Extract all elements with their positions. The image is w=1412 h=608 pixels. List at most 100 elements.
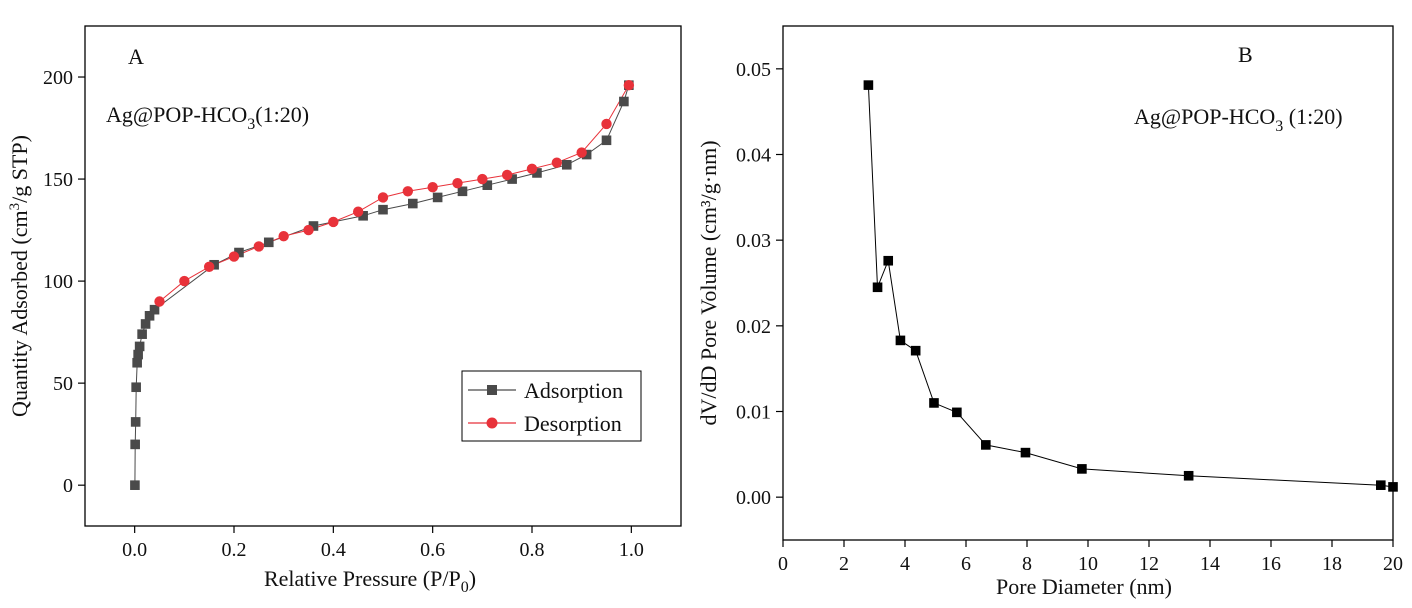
panel-a-annotation: Ag@POP-HCO3(1:20) [106,102,309,133]
panel-a-series-1-point [551,157,563,168]
panel-a-x-ticks: 0.0 0.2 0.4 0.6 0.8 1.0 [122,526,644,561]
panel-a-series-0-point [601,135,612,146]
panel-a-y-tick-label: 0 [63,475,73,497]
panel-b-x-ticks: 0 2 4 6 8 10 12 14 16 18 20 [778,540,1403,575]
panel-a-series-0-point [130,480,140,490]
panel-a-series-1-point [402,186,414,197]
panel-a-series-0-point [144,310,155,321]
panel-a-series-0-point [263,237,274,248]
panel-a-series-0-point [149,304,160,315]
panel-b-series-0-point [883,255,894,266]
panel-b-series [863,80,1398,492]
panel-a-series-1-point [377,192,389,203]
panel-a-series-1-point [328,216,339,228]
panel-b-series-0-point [1020,447,1031,458]
panel-a-series-1-point [576,147,587,158]
panel-b-x-axis-title: Pore Diameter (nm) [996,574,1172,599]
panel-b-y-tick-label: 0.01 [736,402,771,424]
panel-b-series-0-point [895,335,906,346]
panel-b-x-tick-label: 14 [1200,553,1220,575]
panel-b-series-0-point [1376,480,1386,490]
panel-b-x-tick-label: 20 [1383,553,1403,575]
panel-a-series-0-point [140,319,151,329]
panel-a-series-1-point [303,224,314,236]
panel-a-series-0-point [308,221,319,231]
panel-a-series-1-point [623,79,635,91]
panel-a-x-tick-label: 0.2 [222,539,247,561]
panel-a-letter: A [128,44,144,69]
panel-a-series-0-point [131,382,141,393]
panel-b-letter: B [1238,42,1253,67]
panel-b-x-tick-label: 18 [1322,553,1342,575]
panel-a-series-1-point [352,206,364,217]
panel-b-x-tick-label: 6 [961,553,971,575]
panel-b-x-tick-label: 2 [839,553,849,575]
panel-b-series-0-line [867,85,1394,488]
panel-a-series-0-point [378,204,388,215]
panel-a-y-tick-label: 50 [53,373,73,395]
panel-b-y-tick-label: 0.05 [736,59,771,81]
panel-a-y-ticks: 0 50 100 150 200 [43,67,85,497]
panel-b-series-0-point [1388,482,1398,492]
panel-a-x-tick-label: 0.6 [420,539,445,561]
panel-a-series-0-point [358,210,368,221]
panel-b-y-axis-title: dV/dD Pore Volume (cm³/g·nm) [696,140,721,425]
legend-box [461,370,642,442]
panel-a-series-0-point [432,192,443,203]
panel-a-series-1-point [154,296,165,307]
panel-b-y-tick-label: 0.04 [736,145,771,167]
panel-a-series-0-point [457,186,468,197]
panel-a-series-1-point [601,118,612,130]
panel-b-x-tick-label: 10 [1078,553,1098,575]
panel-a-series-0-point [209,259,219,270]
panel-b-series-0-point [910,345,921,356]
panel-a-y-tick-label: 200 [43,67,73,89]
legend-adsorption-marker [487,385,497,395]
panel-b-series-0-point [1183,470,1194,481]
panel-b-x-tick-label: 0 [778,553,788,575]
panel-a-y-tick-label: 100 [43,271,73,293]
panel-b-annotation: Ag@POP-HCO3 (1:20) [1134,104,1343,135]
panel-a-series-1-point [501,169,513,181]
panel-b-y-tick-label: 0.02 [736,316,771,338]
panel-a-series-0-point [137,329,147,339]
panel-a-series-0-point [482,180,493,190]
panel-b-x-tick-label: 12 [1139,553,1159,575]
panel-a-series-0-point [134,341,145,352]
panel-a-y-tick-label: 150 [43,169,73,191]
panel-a-x-tick-label: 0.4 [321,539,346,561]
panel-a-series-0-point [234,247,244,258]
panel-a-series [130,79,635,490]
panel-a-series-0-point [130,439,140,450]
panel-a-x-axis-title: Relative Pressure (P/P0) [264,566,476,596]
panel-a-series-0-point [532,168,542,178]
panel-a-series-1-point [179,275,190,287]
panel-a-series-1-point [278,231,289,242]
panel-a-series-0-point [408,198,418,209]
panel-a-frame [84,25,682,527]
panel-a-legend: Adsorption Desorption [461,370,642,442]
panel-b-x-tick-label: 8 [1022,553,1032,575]
panel-b-series-0-point [1077,464,1087,474]
legend-desorption-marker [486,417,498,429]
panel-a-x-tick-label: 1.0 [619,539,644,561]
panel-a-series-1-point [427,182,438,193]
panel-a-series-1-point [452,177,463,189]
panel-a-series-1-point [253,241,265,252]
legend-desorption-label: Desorption [524,411,622,436]
panel-b-x-tick-label: 16 [1261,553,1281,575]
panel-a-x-tick-label: 0.0 [122,539,147,561]
panel-a-series-0-point [507,174,517,184]
panel-a-series-1-point [526,163,538,175]
panel-a-y-axis-title: Quantity Adsorbed (cm3/g STP) [7,135,32,417]
panel-b-x-tick-label: 4 [900,553,910,575]
panel-b-series-0-point [929,398,939,408]
panel-a-series-0-point [619,96,629,107]
panel-a-series-0-point [581,149,592,160]
panel-a-series-1-point [203,261,215,273]
panel-b-series-0-point [981,440,991,450]
panel-b-y-tick-label: 0.03 [736,230,771,252]
legend-adsorption-label: Adsorption [524,378,623,403]
panel-a-series-1-point [228,251,240,262]
